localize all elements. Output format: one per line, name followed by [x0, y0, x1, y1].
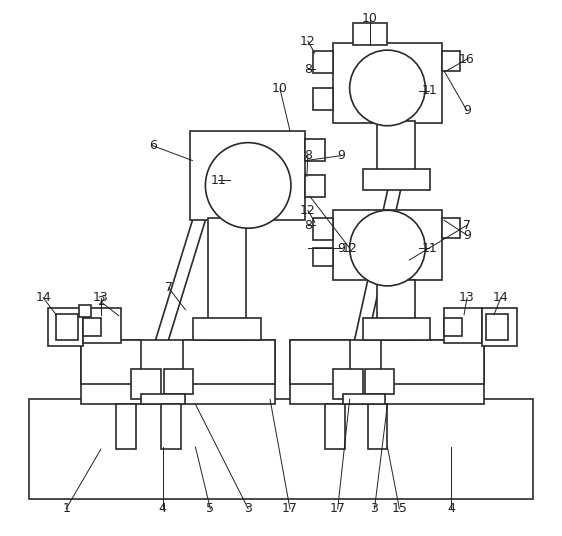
Text: 16: 16: [459, 53, 475, 65]
Text: 13: 13: [93, 292, 109, 304]
Bar: [290, 340, 350, 384]
Text: 3: 3: [244, 502, 252, 515]
Text: 5: 5: [206, 502, 214, 515]
Text: 17: 17: [330, 502, 346, 515]
Bar: [343, 394, 386, 404]
Text: 15: 15: [392, 502, 407, 515]
Bar: [365, 369, 395, 394]
Bar: [378, 121, 415, 170]
Text: 10: 10: [361, 12, 378, 25]
Circle shape: [350, 210, 425, 286]
Bar: [83, 318, 101, 336]
Bar: [333, 43, 442, 123]
Bar: [313, 248, 333, 266]
Bar: [313, 51, 333, 73]
Bar: [333, 210, 442, 280]
Bar: [362, 168, 430, 190]
Text: 3: 3: [370, 502, 378, 515]
Bar: [161, 404, 180, 449]
Text: 13: 13: [459, 292, 475, 304]
Text: 8: 8: [304, 149, 312, 162]
Text: 11: 11: [422, 85, 437, 98]
Bar: [164, 369, 193, 394]
Bar: [48, 308, 83, 346]
Bar: [333, 369, 362, 399]
Bar: [56, 314, 78, 340]
Bar: [444, 308, 482, 343]
Text: 14: 14: [493, 292, 509, 304]
Text: 9: 9: [338, 242, 346, 255]
Bar: [444, 318, 462, 336]
Text: 11: 11: [422, 242, 437, 255]
Text: 17: 17: [282, 502, 298, 515]
Bar: [83, 308, 121, 343]
Bar: [116, 404, 136, 449]
Text: 9: 9: [463, 229, 471, 242]
Text: 9: 9: [463, 105, 471, 117]
Bar: [290, 340, 484, 404]
Bar: [352, 23, 387, 45]
Bar: [29, 399, 533, 499]
Bar: [486, 314, 508, 340]
Bar: [305, 139, 325, 161]
Bar: [382, 340, 484, 384]
Text: 4: 4: [447, 502, 455, 515]
Text: 7: 7: [463, 219, 471, 232]
Bar: [305, 175, 325, 197]
Bar: [191, 131, 305, 220]
Bar: [313, 218, 333, 240]
Text: 1: 1: [62, 502, 70, 515]
Bar: [81, 340, 275, 404]
Text: 8: 8: [304, 219, 312, 232]
Bar: [140, 394, 185, 404]
Bar: [131, 369, 161, 399]
Bar: [209, 218, 246, 340]
Bar: [442, 218, 460, 238]
Text: 11: 11: [210, 174, 226, 187]
Circle shape: [205, 143, 291, 228]
Text: 7: 7: [165, 281, 173, 294]
Text: 4: 4: [158, 502, 166, 515]
Bar: [442, 51, 460, 71]
Text: 12: 12: [342, 242, 357, 255]
Bar: [79, 305, 91, 317]
Bar: [482, 308, 517, 346]
Bar: [378, 280, 415, 340]
Bar: [183, 340, 275, 384]
Text: 12: 12: [300, 35, 316, 48]
Bar: [368, 404, 387, 449]
Bar: [193, 318, 261, 340]
Text: 12: 12: [300, 204, 316, 217]
Bar: [325, 404, 345, 449]
Bar: [362, 318, 430, 340]
Text: 10: 10: [272, 83, 288, 95]
Bar: [81, 340, 140, 384]
Text: 6: 6: [149, 139, 157, 152]
Bar: [313, 88, 333, 110]
Text: 8: 8: [304, 63, 312, 76]
Text: 14: 14: [35, 292, 51, 304]
Text: 2: 2: [97, 295, 105, 308]
Circle shape: [350, 50, 425, 126]
Text: 9: 9: [338, 149, 346, 162]
